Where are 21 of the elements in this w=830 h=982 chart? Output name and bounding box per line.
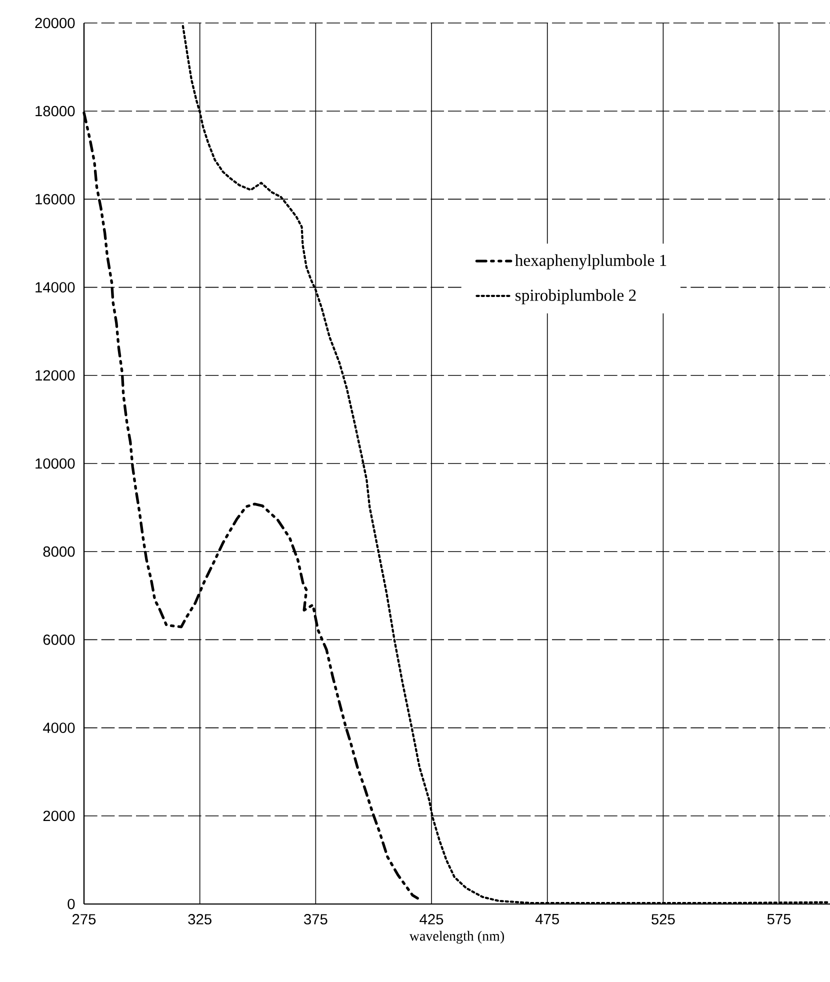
y-tick-label: 10000 xyxy=(36,458,75,469)
x-axis-title: wavelength (nm) xyxy=(409,930,504,944)
x-tick-label: 275 xyxy=(72,914,96,924)
y-tick-label: 8000 xyxy=(43,546,75,557)
y-tick-label: 18000 xyxy=(36,106,75,116)
y-tick-label: 20000 xyxy=(35,18,75,28)
x-tick-label: 375 xyxy=(304,914,328,924)
y-tick-label: 4000 xyxy=(42,722,75,733)
y-tick-label: 6000 xyxy=(43,634,75,645)
x-tick-label: 525 xyxy=(652,914,675,924)
x-tick-label: 325 xyxy=(188,914,212,924)
y-tick-label: 2000 xyxy=(43,810,75,822)
y-tick-label: 0 xyxy=(68,898,75,910)
y-tick-label: 14000 xyxy=(36,282,75,292)
x-tick-label: 475 xyxy=(535,914,559,924)
y-tick-label: 16000 xyxy=(36,194,75,204)
x-tick-label: 425 xyxy=(420,914,444,924)
legend-label: spirobiplumbole 2 xyxy=(516,289,636,304)
y-tick-label: 12000 xyxy=(36,370,75,381)
legend-label: hexaphenylplumbole 1 xyxy=(515,254,666,270)
x-tick-label: 575 xyxy=(767,914,791,924)
